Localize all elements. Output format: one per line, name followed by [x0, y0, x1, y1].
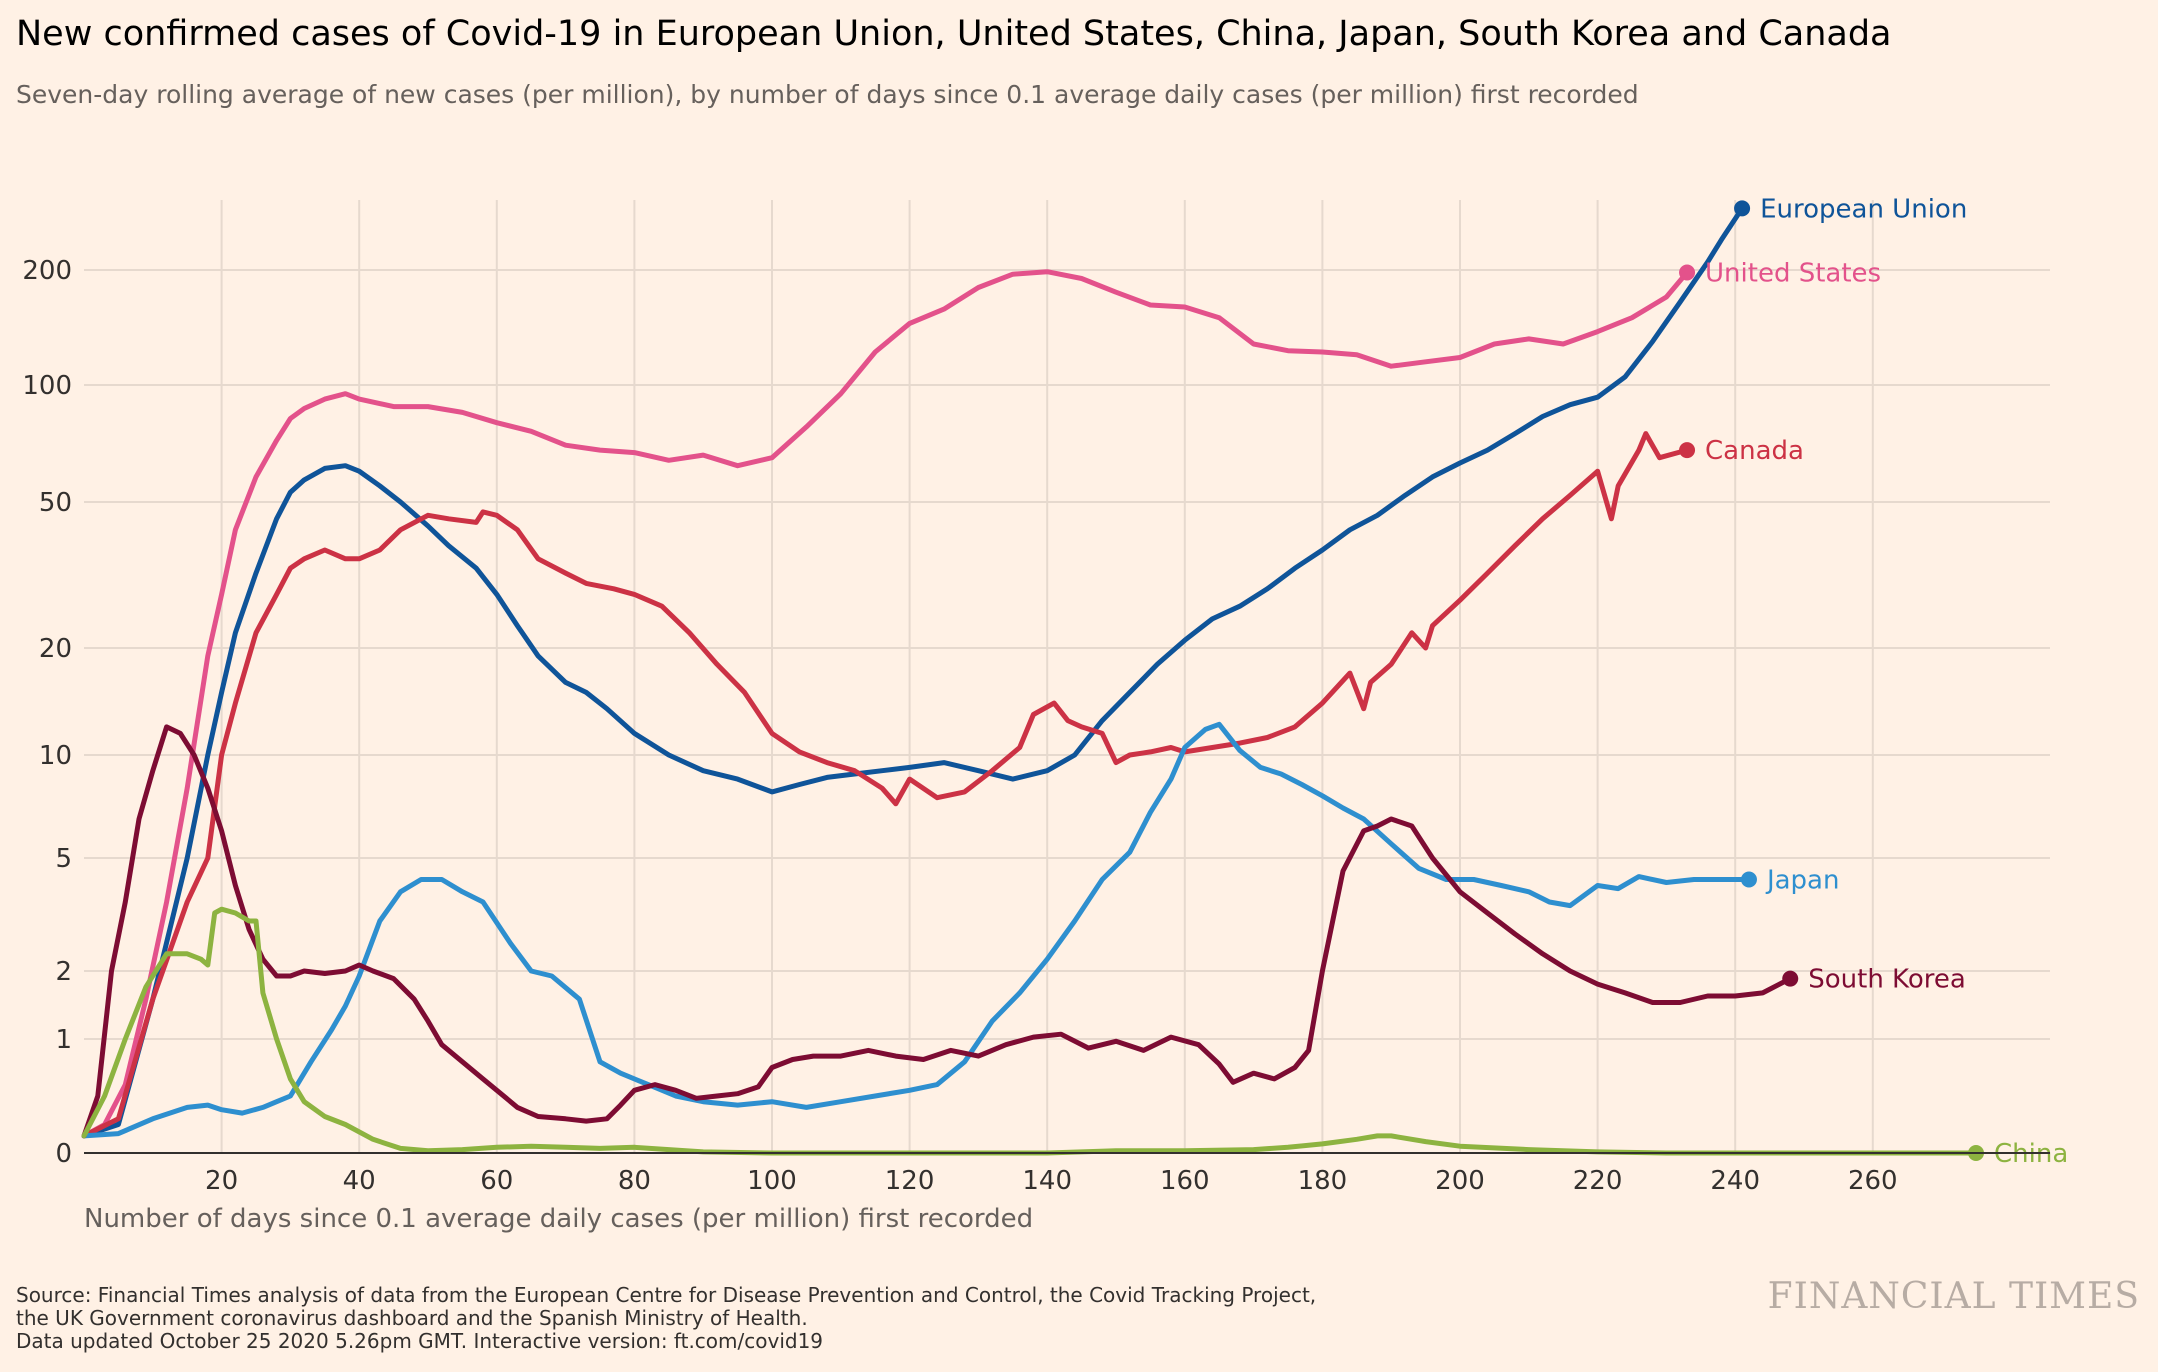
x-tick-label: 200 [1435, 1166, 1485, 1196]
series-label-japan: Japan [1765, 866, 1840, 896]
ft-logo: FINANCIAL TIMES [1767, 1276, 2140, 1317]
source-note: Source: Financial Times analysis of data… [16, 1284, 1516, 1353]
source-line: Data updated October 25 2020 5.26pm GMT.… [16, 1329, 824, 1353]
series-end-dot-european-union [1734, 200, 1751, 217]
grid-lines [84, 200, 2050, 1153]
x-tick-label: 60 [480, 1166, 513, 1196]
series-label-south-korea: South Korea [1808, 965, 1966, 995]
y-tick-label: 100 [22, 371, 72, 401]
chart-title: New confirmed cases of Covid-19 in Europ… [16, 14, 1892, 54]
x-tick-label: 180 [1298, 1166, 1348, 1196]
x-tick-label: 20 [205, 1166, 238, 1196]
axis-ticks: 0 1 2 5 10 20 50 100 200 20 40 60 80 100 120 140 160 180 2… [22, 256, 2050, 1196]
series-label-canada: Canada [1705, 436, 1804, 466]
series-line-united-states [81, 269, 1690, 1139]
x-tick-label: 40 [343, 1166, 376, 1196]
y-tick-label: 2 [55, 957, 72, 987]
x-tick-label: 100 [747, 1166, 797, 1196]
x-tick-label: 80 [618, 1166, 651, 1196]
series-line-canada [81, 431, 1690, 1139]
series-lines: European Union United States Canada Japan So… [81, 194, 2068, 1169]
source-line: Source: Financial Times analysis of data… [16, 1283, 1317, 1307]
x-tick-label: 140 [1022, 1166, 1072, 1196]
source-line: the UK Government coronavirus dashboard … [16, 1306, 808, 1330]
series-line-china [81, 906, 1979, 1156]
series-line-european-union [81, 205, 1745, 1139]
x-tick-label: 220 [1573, 1166, 1623, 1196]
x-tick-label: 160 [1160, 1166, 1210, 1196]
series-end-dot-canada [1679, 442, 1696, 459]
y-tick-label: 50 [39, 488, 72, 518]
series-end-dot-united-states [1679, 264, 1696, 281]
series-end-dot-japan [1740, 871, 1757, 888]
line-chart: European Union United States Canada Japan So… [22, 194, 2068, 1196]
y-tick-label: 1 [55, 1025, 72, 1055]
chart-subtitle: Seven-day rolling average of new cases (… [16, 80, 1639, 109]
y-tick-label: 5 [55, 844, 72, 874]
series-end-dot-south-korea [1782, 970, 1799, 987]
x-tick-label: 120 [885, 1166, 935, 1196]
y-tick-label: 200 [22, 256, 72, 286]
series-line-japan [81, 721, 1752, 1139]
y-tick-label: 10 [39, 741, 72, 771]
series-line-south-korea [81, 724, 1793, 1139]
y-tick-label: 20 [39, 634, 72, 664]
x-tick-label: 240 [1710, 1166, 1760, 1196]
x-axis-label: Number of days since 0.1 average daily c… [84, 1204, 1034, 1234]
series-label-united-states: United States [1705, 259, 1881, 289]
y-tick-label: 0 [55, 1139, 72, 1169]
series-label-european-union: European Union [1760, 194, 1967, 224]
x-tick-label: 260 [1848, 1166, 1898, 1196]
